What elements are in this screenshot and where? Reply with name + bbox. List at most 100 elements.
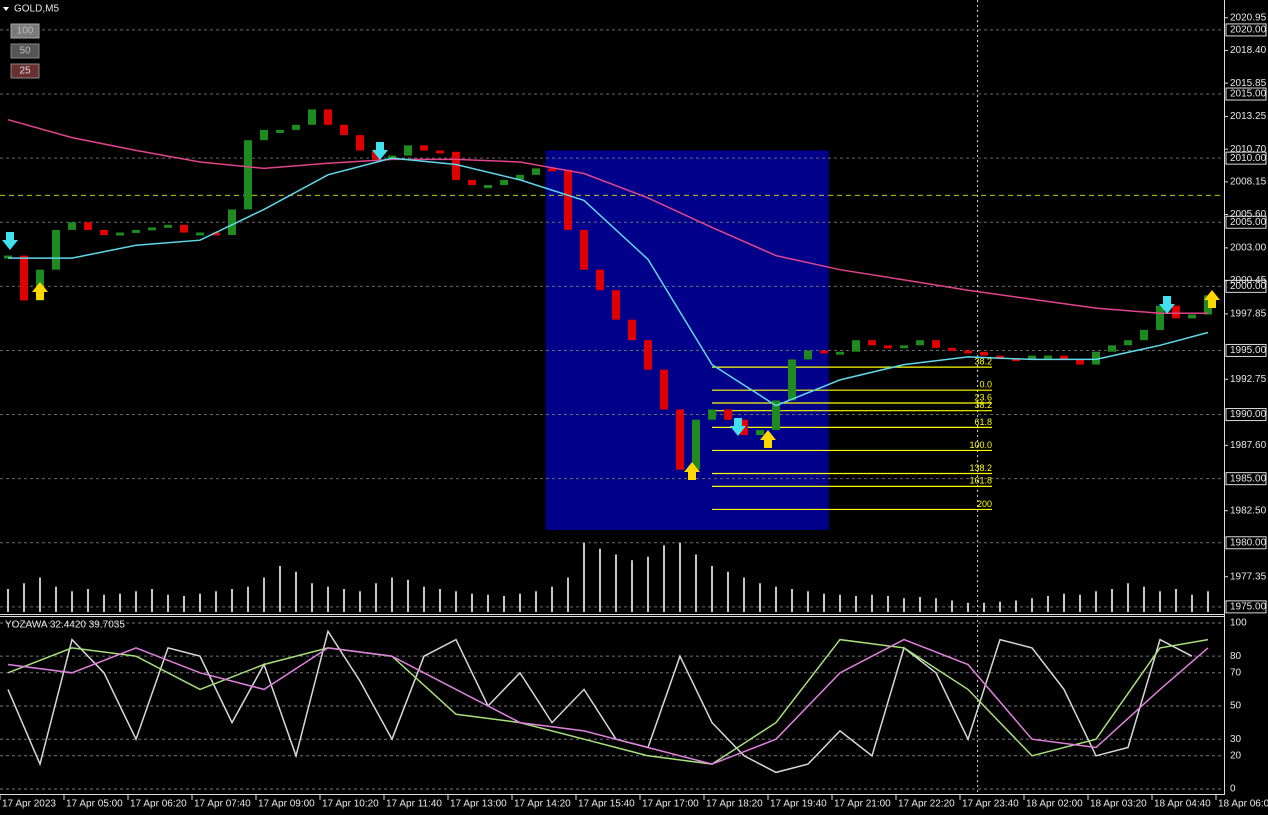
volume-bar — [775, 586, 777, 612]
price-bar — [580, 229, 588, 270]
volume-bar — [1063, 593, 1065, 612]
button-label[interactable]: 50 — [19, 46, 31, 57]
x-tick-label: 17 Apr 19:40 — [770, 799, 827, 810]
volume-bar — [135, 591, 137, 612]
volume-bar — [551, 586, 553, 612]
x-tick-label: 17 Apr 05:00 — [66, 799, 123, 810]
volume-bar — [183, 595, 185, 612]
price-bar — [772, 400, 780, 430]
price-bar — [660, 369, 668, 410]
price-bar — [148, 227, 156, 231]
volume-bar — [759, 583, 761, 612]
x-tick-label: 17 Apr 06:20 — [130, 799, 187, 810]
price-bar — [132, 229, 140, 233]
price-bar — [804, 350, 812, 360]
button-label[interactable]: 25 — [19, 66, 31, 77]
volume-bar — [375, 583, 377, 612]
price-bar — [868, 340, 876, 346]
price-bar — [228, 209, 236, 236]
price-bar — [756, 429, 764, 436]
button[interactable] — [10, 43, 40, 59]
volume-bar — [199, 593, 201, 612]
x-tick-label: 17 Apr 09:00 — [258, 799, 315, 810]
fib-label: 23.6 — [974, 392, 992, 402]
fib-label: 138.2 — [969, 463, 992, 473]
price-label-box — [1225, 279, 1267, 293]
volume-bar — [471, 593, 473, 612]
y-tick-label: 1975.00 — [1230, 602, 1267, 613]
price-bar — [340, 124, 348, 136]
volume-bar — [1015, 600, 1017, 612]
price-bar — [116, 232, 124, 236]
price-bar — [1172, 305, 1180, 319]
price-bar — [292, 124, 300, 130]
x-tick-label: 17 Apr 07:40 — [194, 799, 251, 810]
indicator-title: YOZAWA 32.4420 39.7035 — [5, 620, 125, 631]
price-label-box — [1225, 472, 1267, 486]
button[interactable] — [10, 63, 40, 79]
price-bar — [644, 340, 652, 370]
symbol: GOLD,M5 — [14, 4, 59, 15]
price-bar — [596, 269, 604, 291]
price-bar — [20, 255, 28, 301]
volume-bar — [279, 566, 281, 612]
volume-bar — [807, 591, 809, 612]
volume-bar — [231, 589, 233, 612]
price-bar — [404, 145, 412, 156]
price-bar — [692, 419, 700, 470]
price-bar — [196, 232, 204, 236]
buy-arrow — [1204, 290, 1220, 308]
volume-bar — [951, 600, 953, 612]
volume-bar — [647, 556, 649, 612]
volume-bar — [55, 586, 57, 612]
volume-bar — [215, 591, 217, 612]
volume-bar — [711, 566, 713, 612]
volume-bar — [247, 586, 249, 612]
volume-bar — [263, 577, 265, 612]
volume-bar — [1143, 586, 1145, 612]
volume-bar — [1175, 589, 1177, 612]
price-bar — [1124, 340, 1132, 346]
volume-bar — [631, 560, 633, 612]
y-tick-label: 1985.00 — [1230, 473, 1267, 484]
fib-label: 61.8 — [974, 417, 992, 427]
price-bar — [324, 109, 332, 125]
y-tick-label: 30 — [1230, 734, 1242, 745]
volume-bar — [1191, 594, 1193, 612]
sell-arrow — [372, 142, 388, 160]
x-tick-label: 17 Apr 15:40 — [578, 799, 635, 810]
x-tick-label: 18 Apr 03:20 — [1090, 799, 1147, 810]
price-bar — [1012, 358, 1020, 362]
price-bar — [836, 351, 844, 355]
volume-bar — [935, 598, 937, 612]
volume-bar — [519, 593, 521, 612]
price-bar — [916, 340, 924, 346]
y-tick-label: 2015.85 — [1230, 78, 1267, 89]
x-tick-label: 17 Apr 22:20 — [898, 799, 955, 810]
price-bar — [68, 222, 76, 230]
price-bar — [436, 150, 444, 154]
price-bar — [52, 229, 60, 270]
menu-triangle[interactable] — [3, 7, 9, 11]
volume-bar — [535, 591, 537, 612]
price-bar — [628, 319, 636, 341]
y-tick-label: 1990.00 — [1230, 409, 1267, 420]
price-bar — [452, 151, 460, 180]
price-bar — [1076, 359, 1084, 365]
price-bar — [356, 135, 364, 151]
price-bar — [1108, 345, 1116, 352]
volume-bar — [391, 577, 393, 612]
volume-bar — [423, 586, 425, 612]
y-tick-label: 1980.00 — [1230, 537, 1267, 548]
volume-bar — [615, 554, 617, 612]
price-bar — [900, 345, 908, 349]
price-bar — [724, 409, 732, 420]
price-bar — [244, 140, 252, 210]
y-tick-label: 2018.40 — [1230, 45, 1267, 56]
price-bar — [180, 224, 188, 233]
button-label[interactable]: 100 — [17, 26, 34, 37]
button[interactable] — [10, 23, 40, 39]
volume-bar — [599, 548, 601, 612]
volume-bar — [1095, 591, 1097, 612]
